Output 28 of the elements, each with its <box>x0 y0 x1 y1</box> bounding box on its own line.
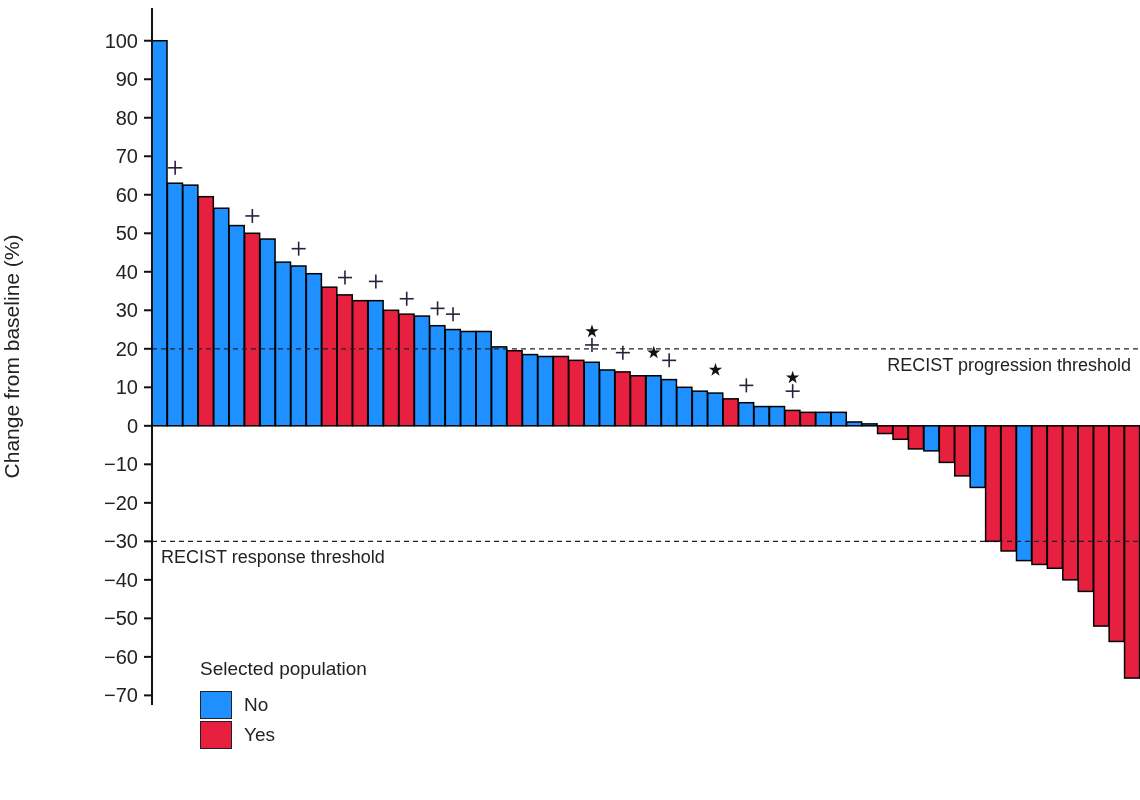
y-tick-label: −70 <box>104 684 138 707</box>
y-tick-label: −20 <box>104 491 138 514</box>
point <box>585 324 599 338</box>
y-tick-label: 60 <box>115 183 138 206</box>
y-tick-label: 10 <box>115 376 138 399</box>
legend-label: No <box>244 694 269 716</box>
point <box>708 362 723 376</box>
y-tick-label: 30 <box>115 299 138 322</box>
legend-label: Yes <box>244 724 275 746</box>
y-tick-label: −30 <box>104 530 138 553</box>
y-tick-label: −60 <box>104 645 138 668</box>
y-tick-label: 50 <box>115 222 138 245</box>
point <box>786 370 800 384</box>
ref-line-label: RECIST progression threshold <box>887 354 1131 375</box>
y-axis-title: Change from baseline (%) <box>0 234 24 479</box>
ref-line-label: RECIST response threshold <box>161 547 385 568</box>
y-tick-label: 40 <box>115 260 138 283</box>
legend-title: Selected population <box>200 658 367 680</box>
y-tick-label: −10 <box>104 453 138 476</box>
y-tick-label: 20 <box>115 337 138 360</box>
y-tick-label: 80 <box>115 106 138 129</box>
y-tick-label: 100 <box>104 29 138 52</box>
y-tick-label: 0 <box>126 414 138 437</box>
point <box>647 345 661 359</box>
y-tick-label: −40 <box>104 568 138 591</box>
y-tick-label: −50 <box>104 607 138 630</box>
y-tick-label: 70 <box>115 145 138 168</box>
y-tick-label: 90 <box>115 68 138 91</box>
